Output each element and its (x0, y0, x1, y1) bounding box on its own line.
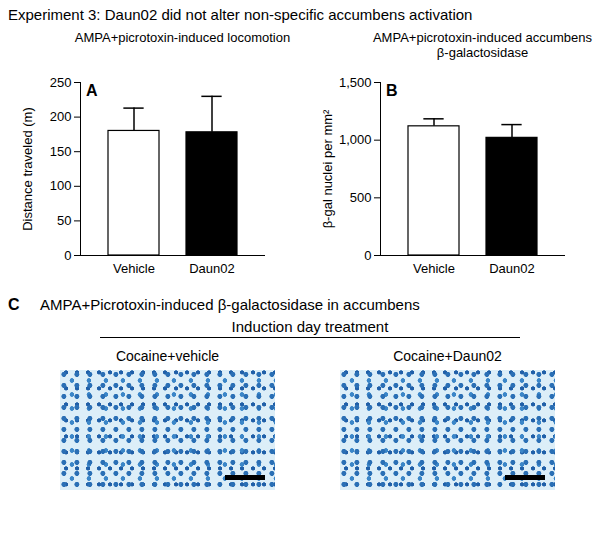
svg-text:Distance traveled (m): Distance traveled (m) (20, 107, 35, 231)
html-text:Cocaine+Daun02: Cocaine+Daun02 (393, 348, 502, 364)
svg-text:Vehicle: Vehicle (413, 261, 455, 276)
svg-text:β-gal nuclei per mm²: β-gal nuclei per mm² (320, 109, 335, 228)
html-text:AMPA+picrotoxin-induced locomo: AMPA+picrotoxin-induced locomotion (74, 30, 291, 45)
svg-text:150: 150 (50, 144, 72, 159)
svg-text:200: 200 (50, 109, 72, 124)
svg-text:50: 50 (57, 213, 71, 228)
svg-text:Daun02: Daun02 (189, 261, 235, 276)
svg-text:1,000: 1,000 (339, 132, 372, 147)
svg-text:0: 0 (64, 248, 71, 263)
html-text:Induction day treatment: Induction day treatment (231, 318, 389, 335)
html-text:B: B (386, 82, 398, 99)
html-text:AMPA+Picrotoxin-induced β-gala: AMPA+Picrotoxin-induced β-galactosidase … (40, 296, 420, 313)
svg-text:500: 500 (350, 190, 372, 205)
svg-text:Daun02: Daun02 (489, 261, 535, 276)
html-text:Experiment 3: Daun02 did not a: Experiment 3: Daun02 did not alter non-s… (8, 6, 473, 23)
html-text:AMPA+picrotoxin-induced accumb: AMPA+picrotoxin-induced accumbens β-gala… (373, 30, 592, 60)
svg-text:1,500: 1,500 (339, 75, 372, 90)
svg-text:Vehicle: Vehicle (113, 261, 155, 276)
html-text:Cocaine+vehicle: Cocaine+vehicle (115, 348, 220, 364)
svg-text:250: 250 (50, 75, 72, 90)
html-text:C: C (8, 296, 20, 313)
svg-text:100: 100 (50, 178, 72, 193)
svg-text:0: 0 (364, 248, 371, 263)
html-text:A: A (86, 82, 98, 99)
